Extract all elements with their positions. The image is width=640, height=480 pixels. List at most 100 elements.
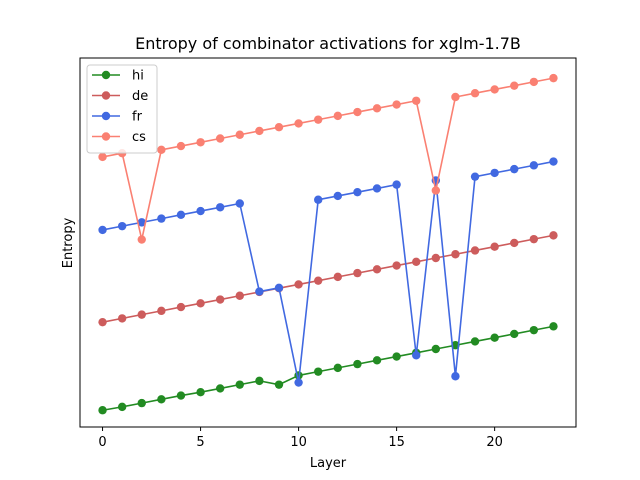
legend-label-de: de (132, 89, 148, 104)
x-tick-label-5: 5 (196, 435, 204, 450)
data-point-de-11 (314, 276, 323, 285)
x-tick-label-15: 15 (388, 435, 405, 450)
legend-swatch-marker-hi (101, 70, 111, 80)
data-point-de-18 (451, 250, 460, 259)
data-point-hi-11 (314, 367, 323, 376)
data-point-de-14 (372, 265, 382, 274)
data-point-fr-12 (333, 191, 342, 201)
data-point-fr-4 (176, 210, 186, 220)
data-point-cs-5 (196, 138, 205, 147)
data-point-hi-19 (470, 337, 480, 346)
x-axis-title: Layer (310, 456, 347, 471)
legend-item-de: de (92, 89, 148, 104)
data-point-cs-17 (431, 186, 441, 195)
data-point-hi-5 (196, 388, 205, 397)
data-point-de-3 (157, 306, 166, 316)
data-point-cs-9 (274, 122, 284, 132)
data-point-cs-22 (529, 77, 539, 87)
data-point-cs-12 (333, 111, 342, 121)
data-point-hi-20 (490, 333, 499, 342)
data-point-de-5 (196, 299, 205, 308)
data-point-cs-4 (176, 141, 186, 151)
data-point-fr-18 (451, 372, 460, 381)
data-point-fr-13 (353, 187, 362, 197)
data-point-fr-16 (412, 351, 421, 360)
x-axis: 0 5 10 15 20 (98, 427, 503, 450)
data-point-cs-21 (510, 81, 519, 90)
data-point-fr-1 (117, 221, 127, 231)
data-point-cs-23 (549, 73, 558, 83)
legend-swatch-marker-de (101, 91, 111, 100)
data-point-fr-7 (235, 199, 244, 208)
series-fr (98, 157, 558, 387)
data-point-de-7 (235, 291, 244, 300)
data-point-cs-6 (215, 134, 225, 143)
legend-frame (86, 64, 158, 154)
data-point-de-2 (137, 310, 146, 319)
data-point-cs-2 (137, 235, 146, 244)
legend-swatch-marker-fr (101, 111, 111, 121)
legend-item-fr: fr (92, 110, 143, 125)
series-hi (98, 322, 558, 415)
data-point-fr-15 (392, 180, 401, 189)
data-point-cs-10 (294, 119, 303, 128)
legend-label-fr: fr (132, 110, 143, 125)
data-point-hi-7 (235, 380, 244, 389)
data-point-hi-14 (372, 356, 382, 365)
y-axis-title: Entropy (61, 217, 76, 268)
data-point-de-19 (470, 246, 480, 255)
data-point-de-21 (510, 238, 519, 248)
data-point-de-22 (529, 234, 539, 244)
data-point-hi-17 (431, 344, 441, 354)
series-layer (98, 73, 558, 415)
legend-item-hi: hi (92, 69, 144, 84)
data-point-cs-11 (314, 115, 323, 124)
data-point-fr-6 (215, 203, 225, 212)
data-point-hi-3 (157, 395, 166, 404)
data-point-de-16 (412, 257, 421, 266)
data-point-hi-9 (274, 380, 284, 389)
data-point-fr-20 (490, 168, 499, 178)
legend: hi de fr cs (86, 64, 158, 154)
legend-label-cs: cs (132, 130, 146, 145)
data-point-hi-23 (549, 322, 558, 331)
data-point-cs-14 (372, 104, 382, 113)
data-point-cs-18 (451, 92, 460, 102)
data-point-de-4 (176, 302, 186, 312)
data-point-hi-22 (529, 325, 539, 335)
data-point-hi-4 (176, 391, 186, 400)
data-point-hi-1 (117, 402, 127, 412)
data-point-cs-15 (392, 100, 401, 109)
data-point-de-15 (392, 261, 401, 270)
data-point-fr-9 (274, 283, 284, 292)
data-point-hi-15 (392, 352, 401, 361)
x-tick-label-20: 20 (486, 435, 503, 450)
data-point-fr-19 (470, 172, 480, 181)
data-point-fr-8 (255, 287, 264, 296)
data-point-de-0 (98, 317, 107, 327)
x-tick-label-0: 0 (98, 435, 106, 450)
data-point-cs-19 (470, 89, 480, 98)
data-point-fr-22 (529, 161, 539, 170)
legend-swatch-marker-cs (101, 132, 111, 141)
data-point-hi-21 (510, 329, 519, 339)
data-point-de-13 (353, 268, 362, 278)
data-point-fr-3 (157, 214, 166, 223)
data-point-hi-8 (255, 376, 264, 386)
data-point-de-17 (431, 253, 441, 263)
data-point-fr-2 (137, 218, 146, 227)
data-point-cs-16 (412, 96, 421, 105)
data-point-fr-0 (98, 225, 107, 235)
data-point-hi-12 (333, 363, 342, 373)
plot-frame (79, 57, 577, 428)
data-point-fr-23 (549, 157, 558, 166)
data-point-cs-8 (255, 126, 264, 136)
data-point-fr-5 (196, 206, 205, 216)
data-point-de-12 (333, 272, 342, 282)
data-point-de-20 (490, 242, 499, 251)
data-point-hi-13 (353, 359, 362, 369)
x-tick-label-10: 10 (290, 435, 307, 450)
series-cs (98, 73, 558, 244)
data-point-cs-0 (98, 152, 107, 162)
